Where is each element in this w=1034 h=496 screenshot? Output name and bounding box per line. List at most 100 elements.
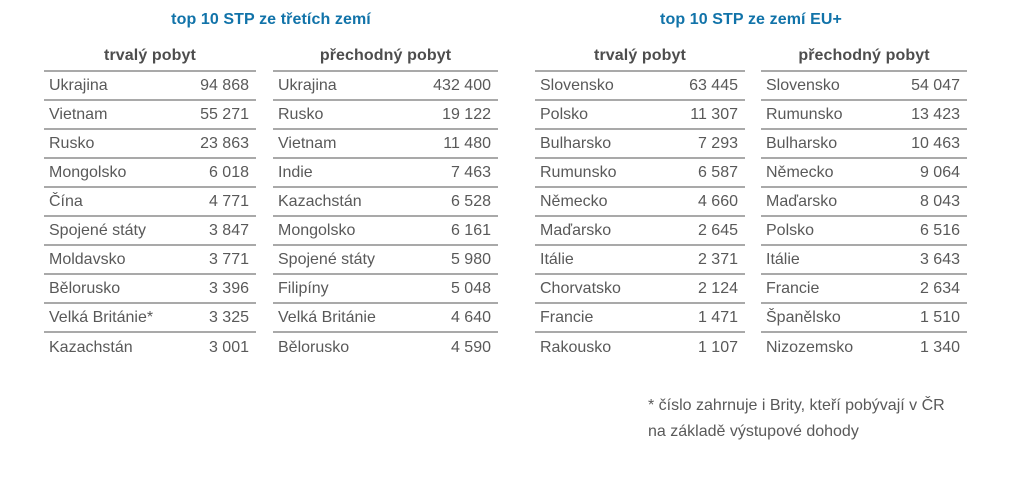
table-row: Vietnam 11 480	[273, 130, 498, 159]
table-eu-plus-permanent: trvalý pobyt Slovensko 63 445 Polsko 11 307…	[535, 47, 745, 362]
count-value: 6 018	[208, 163, 249, 181]
table-rows: Ukrajina 432 400 Rusko 19 122 Vietnam 11 480 I…	[273, 72, 498, 362]
tables-eu-plus: trvalý pobyt Slovensko 63 445 Polsko 11 307…	[535, 47, 967, 362]
count-value: 1 471	[697, 308, 738, 326]
footnote-line-2: na základě výstupové dohody	[648, 423, 859, 440]
table-row: Ukrajina 432 400	[273, 72, 498, 101]
table-row: Španělsko 1 510	[761, 304, 967, 333]
country-label: Velká Británie	[278, 308, 376, 326]
table-row: Polsko 6 516	[761, 217, 967, 246]
country-label: Bulharsko	[540, 134, 612, 152]
country-label: Itálie	[540, 250, 574, 268]
country-label: Ukrajina	[49, 76, 108, 94]
country-label: Německo	[540, 192, 608, 210]
count-value: 6 587	[697, 163, 738, 181]
count-value: 63 445	[689, 76, 738, 94]
table-header-permanent: trvalý pobyt	[44, 47, 256, 72]
table-row: Vietnam 55 271	[44, 101, 256, 130]
table-row: Bulharsko 10 463	[761, 130, 967, 159]
table-row: Velká Británie 4 640	[273, 304, 498, 333]
table-row: Mongolsko 6 018	[44, 159, 256, 188]
country-label: Spojené státy	[49, 221, 146, 239]
country-label: Maďarsko	[540, 221, 612, 239]
country-label: Rusko	[49, 134, 95, 152]
country-label: Francie	[766, 279, 820, 297]
count-value: 1 510	[919, 308, 960, 326]
country-label: Nizozemsko	[766, 338, 854, 356]
table-row: Francie 2 634	[761, 275, 967, 304]
country-label: Polsko	[766, 221, 815, 239]
country-label: Velká Británie*	[49, 308, 154, 326]
count-value: 10 463	[911, 134, 960, 152]
table-row: Itálie 2 371	[535, 246, 745, 275]
country-label: Bělorusko	[49, 279, 121, 297]
table-row: Rakousko 1 107	[535, 333, 745, 362]
tables-third-countries: trvalý pobyt Ukrajina 94 868 Vietnam 55 271…	[44, 47, 498, 362]
count-value: 19 122	[442, 105, 491, 123]
table-row: Bělorusko 3 396	[44, 275, 256, 304]
country-label: Mongolsko	[278, 221, 356, 239]
count-value: 3 325	[208, 308, 249, 326]
table-header-temporary: přechodný pobyt	[273, 47, 498, 72]
count-value: 11 480	[443, 134, 491, 152]
country-label: Ukrajina	[278, 76, 337, 94]
count-value: 3 771	[208, 250, 249, 268]
count-value: 23 863	[200, 134, 249, 152]
country-label: Německo	[766, 163, 834, 181]
count-value: 3 001	[208, 338, 249, 356]
count-value: 1 340	[919, 338, 960, 356]
count-value: 2 371	[697, 250, 738, 268]
country-label: Kazachstán	[49, 338, 133, 356]
table-header-temporary: přechodný pobyt	[761, 47, 967, 72]
table-row: Kazachstán 3 001	[44, 333, 256, 362]
count-value: 55 271	[200, 105, 249, 123]
section-eu-plus: top 10 STP ze zemí EU+ trvalý pobyt Slov…	[535, 10, 967, 362]
table-row: Spojené státy 3 847	[44, 217, 256, 246]
table-row: Rusko 23 863	[44, 130, 256, 159]
table-row: Ukrajina 94 868	[44, 72, 256, 101]
table-third-countries-temporary: přechodný pobyt Ukrajina 432 400 Rusko 19 1…	[273, 47, 498, 362]
country-label: Moldavsko	[49, 250, 126, 268]
count-value: 1 107	[697, 338, 738, 356]
country-label: Slovensko	[766, 76, 840, 94]
country-label: Maďarsko	[766, 192, 838, 210]
table-eu-plus-temporary: přechodný pobyt Slovensko 54 047 Rumunsko 1…	[761, 47, 967, 362]
country-label: Rumunsko	[766, 105, 843, 123]
country-label: Rumunsko	[540, 163, 617, 181]
table-row: Kazachstán 6 528	[273, 188, 498, 217]
count-value: 5 980	[450, 250, 491, 268]
count-value: 4 771	[208, 192, 249, 210]
country-label: Indie	[278, 163, 313, 181]
country-label: Chorvatsko	[540, 279, 621, 297]
count-value: 54 047	[911, 76, 960, 94]
country-label: Francie	[540, 308, 594, 326]
table-row: Slovensko 54 047	[761, 72, 967, 101]
count-value: 5 048	[450, 279, 491, 297]
count-value: 3 847	[208, 221, 249, 239]
table-row: Polsko 11 307	[535, 101, 745, 130]
country-label: Bělorusko	[278, 338, 350, 356]
table-row: Nizozemsko 1 340	[761, 333, 967, 362]
count-value: 6 528	[450, 192, 491, 210]
footnote-line-1: * číslo zahrnuje i Brity, kteří pobývají…	[648, 397, 945, 414]
table-row: Francie 1 471	[535, 304, 745, 333]
count-value: 6 516	[919, 221, 960, 239]
table-row: Bělorusko 4 590	[273, 333, 498, 362]
table-row: Mongolsko 6 161	[273, 217, 498, 246]
count-value: 8 043	[919, 192, 960, 210]
count-value: 4 590	[450, 338, 491, 356]
count-value: 3 396	[208, 279, 249, 297]
table-row: Velká Británie* 3 325	[44, 304, 256, 333]
country-label: Čína	[49, 192, 83, 210]
table-row: Chorvatsko 2 124	[535, 275, 745, 304]
table-row: Maďarsko 2 645	[535, 217, 745, 246]
table-row: Rusko 19 122	[273, 101, 498, 130]
count-value: 2 634	[919, 279, 960, 297]
country-label: Kazachstán	[278, 192, 362, 210]
count-value: 4 640	[450, 308, 491, 326]
count-value: 3 643	[919, 250, 960, 268]
table-row: Maďarsko 8 043	[761, 188, 967, 217]
country-label: Slovensko	[540, 76, 614, 94]
table-row: Rumunsko 6 587	[535, 159, 745, 188]
